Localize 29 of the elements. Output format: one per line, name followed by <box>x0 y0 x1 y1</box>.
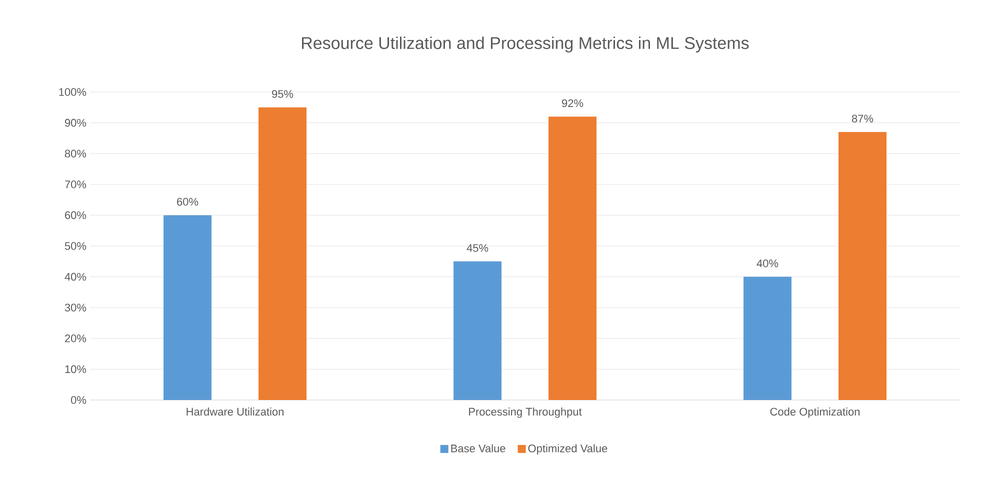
data-label: 87% <box>852 114 874 122</box>
bar <box>258 107 307 400</box>
bar <box>548 116 597 400</box>
y-tick-label: 0% <box>71 396 86 404</box>
chart-title: Resource Utilization and Processing Metrics in ML Systems <box>302 36 749 52</box>
bar <box>838 132 886 400</box>
data-label: 95% <box>272 90 294 98</box>
y-tick-label: 60% <box>65 211 86 220</box>
y-tick-label: 90% <box>64 118 86 127</box>
x-tick-label: Processing Throughput <box>469 408 582 418</box>
data-label: 40% <box>756 259 778 268</box>
data-label: 45% <box>466 244 488 252</box>
x-tick-label: Hardware Utilization <box>186 408 284 416</box>
y-tick-label: 20% <box>65 334 86 342</box>
data-label: 92% <box>562 99 584 108</box>
legend-label: Optimized Value <box>528 444 608 454</box>
y-tick-label: 70% <box>65 180 86 188</box>
y-tick-label: 10% <box>65 365 86 374</box>
bar <box>454 261 502 400</box>
y-tick-label: 50% <box>64 242 86 250</box>
bar <box>164 215 212 400</box>
y-tick-label: 40% <box>64 272 86 281</box>
y-tick-label: 30% <box>64 304 86 312</box>
x-tick-label: Code Optimization <box>770 408 860 418</box>
y-tick-label: 100% <box>59 88 86 96</box>
data-label: 60% <box>177 198 198 206</box>
y-tick-label: 80% <box>64 150 86 158</box>
bar <box>744 276 792 400</box>
legend-label: Base Value <box>451 444 506 452</box>
